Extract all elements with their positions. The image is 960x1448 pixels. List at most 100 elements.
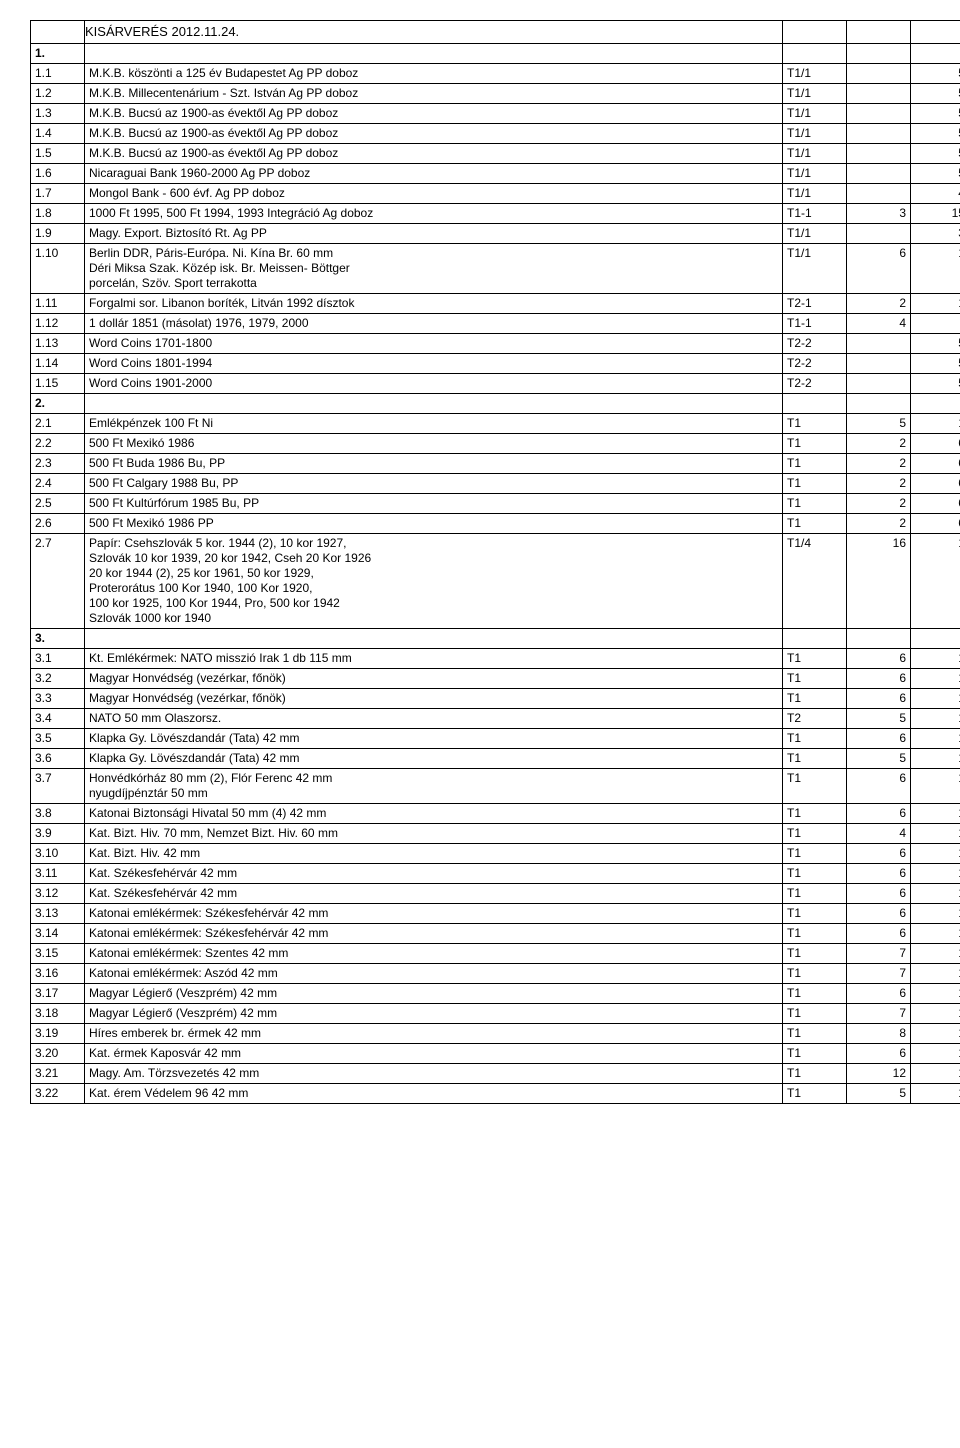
lot-price: 1000 [911, 689, 960, 709]
lot-code: T1 [783, 414, 847, 434]
lot-description: 1000 Ft 1995, 500 Ft 1994, 1993 Integrác… [85, 204, 783, 224]
lot-number: 3.21 [31, 1064, 85, 1084]
lot-price: 6500 [911, 454, 960, 474]
lot-number: 3.3 [31, 689, 85, 709]
lot-description: Kat. Bizt. Hiv. 70 mm, Nemzet Bizt. Hiv.… [85, 824, 783, 844]
lot-number: 2.2 [31, 434, 85, 454]
lot-qty: 5 [847, 749, 911, 769]
lot-description: M.K.B. Bucsú az 1900-as évektől Ag PP do… [85, 124, 783, 144]
lot-description: NATO 50 mm Olaszorsz. [85, 709, 783, 729]
lot-price: 1000 [911, 904, 960, 924]
lot-number: 3.6 [31, 749, 85, 769]
lot-qty [847, 354, 911, 374]
lot-number: 1.13 [31, 334, 85, 354]
lot-description: Nicaraguai Bank 1960-2000 Ag PP doboz [85, 164, 783, 184]
lot-qty [847, 629, 911, 649]
lot-number: 3.19 [31, 1024, 85, 1044]
lot-qty: 2 [847, 494, 911, 514]
lot-description: Magyar Honvédség (vezérkar, főnök) [85, 689, 783, 709]
lot-qty: 6 [847, 864, 911, 884]
lot-description: M.K.B. Bucsú az 1900-as évektől Ag PP do… [85, 104, 783, 124]
lot-code: T1/1 [783, 104, 847, 124]
lot-description: Emlékpénzek 100 Ft Ni [85, 414, 783, 434]
lot-code: T1 [783, 669, 847, 689]
lot-qty: 7 [847, 944, 911, 964]
lot-code: T1 [783, 864, 847, 884]
lot-qty [847, 394, 911, 414]
lot-description: Katonai emlékérmek: Székesfehérvár 42 mm [85, 904, 783, 924]
lot-price: 1000 [911, 964, 960, 984]
lot-price: 5000 [911, 84, 960, 104]
lot-qty: 7 [847, 964, 911, 984]
lot-price [911, 629, 960, 649]
lot-description: Klapka Gy. Lövészdandár (Tata) 42 mm [85, 749, 783, 769]
cell [783, 21, 847, 44]
lot-price: 1500 [911, 534, 960, 629]
lot-description: Papír: Csehszlovák 5 kor. 1944 (2), 10 k… [85, 534, 783, 629]
lot-price: 1000 [911, 244, 960, 294]
lot-code: T1 [783, 984, 847, 1004]
lot-code: T2-2 [783, 354, 847, 374]
lot-code: T1 [783, 884, 847, 904]
lot-number: 3.18 [31, 1004, 85, 1024]
lot-number: 3.10 [31, 844, 85, 864]
lot-number: 3.9 [31, 824, 85, 844]
lot-number: 2.6 [31, 514, 85, 534]
lot-code: T1/1 [783, 84, 847, 104]
lot-qty [847, 224, 911, 244]
lot-number: 1.12 [31, 314, 85, 334]
lot-code: T1 [783, 454, 847, 474]
lot-qty [847, 334, 911, 354]
lot-description: Kat. Székesfehérvár 42 mm [85, 864, 783, 884]
lot-qty: 2 [847, 294, 911, 314]
lot-description: 1 dollár 1851 (másolat) 1976, 1979, 2000 [85, 314, 783, 334]
lot-code: T2-2 [783, 374, 847, 394]
lot-qty [847, 184, 911, 204]
lot-qty [847, 104, 911, 124]
lot-code: T2-1 [783, 294, 847, 314]
lot-number: 1.10 [31, 244, 85, 294]
cell [911, 21, 960, 44]
lot-description: Katonai emlékérmek: Aszód 42 mm [85, 964, 783, 984]
lot-number: 3.13 [31, 904, 85, 924]
lot-description: Híres emberek br. érmek 42 mm [85, 1024, 783, 1044]
lot-description [85, 394, 783, 414]
lot-qty: 6 [847, 844, 911, 864]
lot-price: 1000 [911, 984, 960, 1004]
lot-code: T1 [783, 1084, 847, 1104]
lot-number: 2.7 [31, 534, 85, 629]
lot-code: T1 [783, 474, 847, 494]
lot-qty: 2 [847, 454, 911, 474]
lot-description: Kat. érmek Kaposvár 42 mm [85, 1044, 783, 1064]
lot-code: T1 [783, 494, 847, 514]
lot-code: T1 [783, 904, 847, 924]
lot-code: T1/1 [783, 64, 847, 84]
lot-price: 1600 [911, 414, 960, 434]
lot-number: 2.4 [31, 474, 85, 494]
lot-number: 1.2 [31, 84, 85, 104]
lot-code: T1 [783, 964, 847, 984]
lot-description: Kt. Emlékérmek: NATO misszió Irak 1 db 1… [85, 649, 783, 669]
lot-description [85, 629, 783, 649]
lot-price: 1000 [911, 294, 960, 314]
lot-code [783, 629, 847, 649]
lot-code: T1 [783, 804, 847, 824]
lot-number: 1.8 [31, 204, 85, 224]
cell [31, 21, 85, 44]
lot-code: T1 [783, 689, 847, 709]
lot-code: T1 [783, 1004, 847, 1024]
lot-number: 2.5 [31, 494, 85, 514]
lot-description: Magyar Honvédség (vezérkar, főnök) [85, 669, 783, 689]
cell [847, 21, 911, 44]
lot-code: T1/1 [783, 124, 847, 144]
lot-code: T1/1 [783, 224, 847, 244]
lot-price: 1000 [911, 1024, 960, 1044]
lot-qty: 6 [847, 729, 911, 749]
lot-number: 1.9 [31, 224, 85, 244]
lot-code: T1 [783, 514, 847, 534]
lot-description: Magyar Légierő (Veszprém) 42 mm [85, 984, 783, 1004]
lot-price: 5000 [911, 104, 960, 124]
lot-price: 1000 [911, 1044, 960, 1064]
lot-price: 1000 [911, 884, 960, 904]
lot-price: 5000 [911, 144, 960, 164]
